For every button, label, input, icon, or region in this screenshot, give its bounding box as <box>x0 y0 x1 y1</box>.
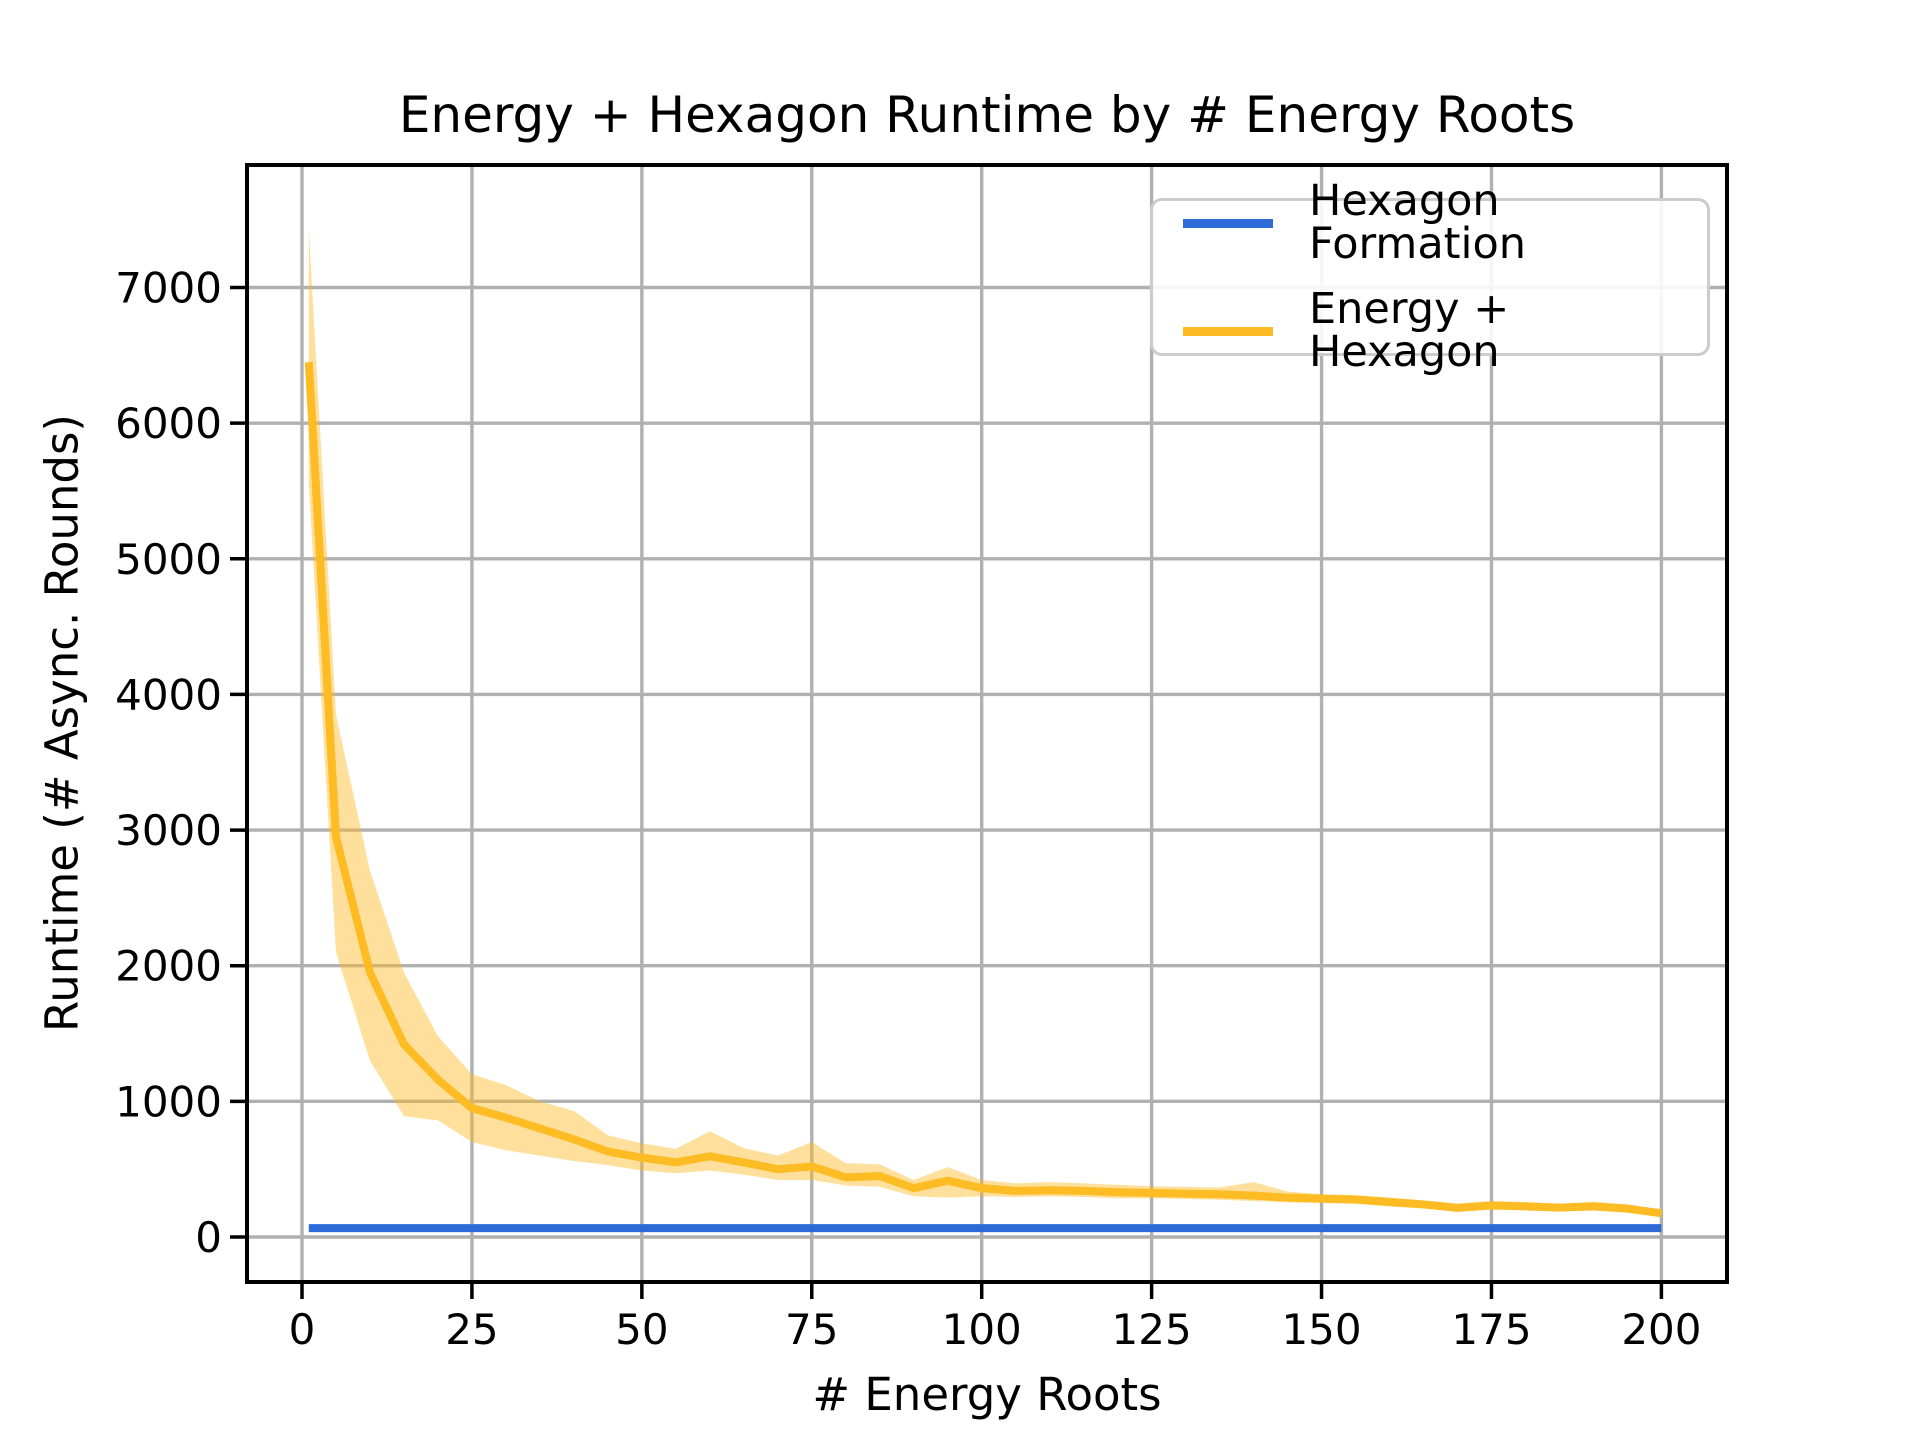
x-tick-label: 50 <box>615 1305 668 1354</box>
x-tick-label: 125 <box>1112 1305 1192 1354</box>
x-tick-label: 175 <box>1451 1305 1531 1354</box>
legend-label-hexagon-formation: Hexagon Formation <box>1309 176 1527 269</box>
tick-marks <box>230 285 1664 1299</box>
legend-line-sample-energy-hexagon <box>1183 326 1273 336</box>
legend-line-sample-hexagon-formation <box>1183 218 1273 228</box>
confidence-band-energy-hexagon <box>308 229 1662 1216</box>
legend-item-hexagon-formation: Hexagon Formation <box>1183 180 1707 266</box>
chart-title: Energy + Hexagon Runtime by # Energy Roo… <box>398 86 1576 144</box>
y-axis-label: Runtime (# Async. Rounds) <box>35 414 89 1032</box>
x-tick-label: 100 <box>942 1305 1022 1354</box>
x-tick-label: 150 <box>1281 1305 1361 1354</box>
y-tick-label: 2000 <box>115 942 222 991</box>
x-tick-label: 75 <box>785 1305 838 1354</box>
y-tick-label: 6000 <box>115 399 222 448</box>
legend: Hexagon Formation Energy + Hexagon <box>1150 180 1710 374</box>
legend-item-energy-hexagon: Energy + Hexagon <box>1183 288 1707 374</box>
legend-label-energy-hexagon: Energy + Hexagon <box>1309 284 1510 377</box>
x-tick-label: 0 <box>289 1305 316 1354</box>
series-line-energy-hexagon <box>304 361 1662 1218</box>
y-tick-label: 7000 <box>115 264 222 313</box>
x-axis-label: # Energy Roots <box>812 1368 1162 1421</box>
tick-labels: 0 25 50 75 100 125 150 175 200010002000300040005… <box>115 264 1701 1355</box>
y-tick-label: 3000 <box>115 806 222 855</box>
y-tick-label: 4000 <box>115 670 222 719</box>
y-tick-label: 5000 <box>115 535 222 584</box>
x-tick-label: 25 <box>445 1305 498 1354</box>
y-tick-label: 0 <box>195 1213 222 1262</box>
y-tick-label: 1000 <box>115 1077 222 1126</box>
x-tick-label: 200 <box>1621 1305 1701 1354</box>
axes-spines <box>245 163 1729 1284</box>
